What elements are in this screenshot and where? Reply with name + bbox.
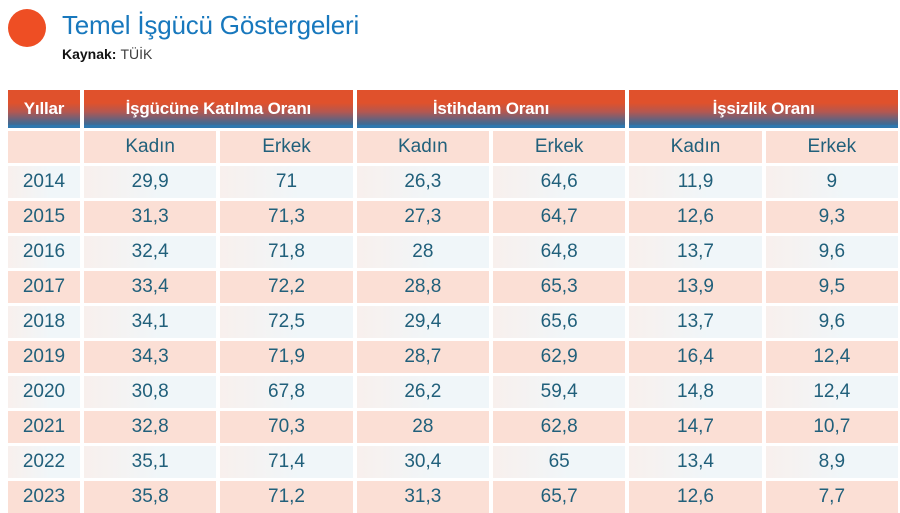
- value-cell: 67,8: [220, 376, 353, 408]
- value-cell: 28: [356, 411, 489, 443]
- value-cell: 28,7: [356, 341, 489, 373]
- year-cell: 2023: [8, 481, 80, 513]
- value-cell: 72,2: [220, 271, 353, 303]
- year-cell: 2021: [8, 411, 80, 443]
- value-cell: 8,9: [765, 446, 898, 478]
- value-cell: 31,3: [84, 201, 217, 233]
- value-cell: 9,6: [765, 306, 898, 338]
- value-cell: 13,9: [629, 271, 762, 303]
- group-header-labor-participation: İşgücüne Katılma Oranı: [84, 90, 353, 128]
- value-cell: 71,2: [220, 481, 353, 513]
- value-cell: 71,3: [220, 201, 353, 233]
- value-cell: 12,6: [629, 481, 762, 513]
- subheader-cell: Erkek: [220, 131, 353, 163]
- value-cell: 71,9: [220, 341, 353, 373]
- value-cell: 71,4: [220, 446, 353, 478]
- value-cell: 70,3: [220, 411, 353, 443]
- value-cell: 72,5: [220, 306, 353, 338]
- value-cell: 9,6: [765, 236, 898, 268]
- year-cell: 2020: [8, 376, 80, 408]
- value-cell: 26,3: [356, 166, 489, 198]
- value-cell: 64,8: [492, 236, 626, 268]
- subheader-cell: Kadın: [629, 131, 762, 163]
- value-cell: 31,3: [356, 481, 489, 513]
- subheader-cell: Erkek: [492, 131, 626, 163]
- group-header-employment: İstihdam Oranı: [356, 90, 626, 128]
- value-cell: 13,7: [629, 236, 762, 268]
- value-cell: 35,1: [84, 446, 217, 478]
- value-cell: 29,4: [356, 306, 489, 338]
- column-header-years: Yıllar: [8, 90, 80, 128]
- value-cell: 27,3: [356, 201, 489, 233]
- value-cell: 62,9: [492, 341, 626, 373]
- year-cell: 2016: [8, 236, 80, 268]
- value-cell: 29,9: [84, 166, 217, 198]
- source-line: Kaynak: TÜİK: [62, 46, 152, 62]
- page-title: Temel İşgücü Göstergeleri: [62, 10, 360, 40]
- subheader-cell: Kadın: [84, 131, 217, 163]
- value-cell: 12,6: [629, 201, 762, 233]
- value-cell: 14,7: [629, 411, 762, 443]
- value-cell: 65,3: [492, 271, 626, 303]
- year-cell: 2015: [8, 201, 80, 233]
- year-cell: 2022: [8, 446, 80, 478]
- value-cell: 13,7: [629, 306, 762, 338]
- subheader-cell: Erkek: [765, 131, 898, 163]
- value-cell: 35,8: [84, 481, 217, 513]
- value-cell: 13,4: [629, 446, 762, 478]
- value-cell: 12,4: [765, 376, 898, 408]
- value-cell: 65: [492, 446, 626, 478]
- bullet-circle-icon: [8, 9, 46, 47]
- value-cell: 14,8: [629, 376, 762, 408]
- value-cell: 65,7: [492, 481, 626, 513]
- value-cell: 9,3: [765, 201, 898, 233]
- value-cell: 28: [356, 236, 489, 268]
- value-cell: 30,8: [84, 376, 217, 408]
- value-cell: 9: [765, 166, 898, 198]
- value-cell: 10,7: [765, 411, 898, 443]
- indicators-table: Yıllar İşgücüne Katılma Oranı İstihdam O…: [8, 90, 898, 513]
- value-cell: 59,4: [492, 376, 626, 408]
- value-cell: 32,8: [84, 411, 217, 443]
- value-cell: 26,2: [356, 376, 489, 408]
- value-cell: 7,7: [765, 481, 898, 513]
- value-cell: 64,6: [492, 166, 626, 198]
- subheader-cell: Kadın: [356, 131, 489, 163]
- value-cell: 34,1: [84, 306, 217, 338]
- page-header: Temel İşgücü Göstergeleri Kaynak: TÜİK: [0, 0, 900, 84]
- value-cell: 34,3: [84, 341, 217, 373]
- source-value: TÜİK: [120, 46, 153, 62]
- value-cell: 71,8: [220, 236, 353, 268]
- year-cell: 2014: [8, 166, 80, 198]
- value-cell: 62,8: [492, 411, 626, 443]
- value-cell: 11,9: [629, 166, 762, 198]
- source-label: Kaynak:: [62, 46, 117, 62]
- value-cell: 12,4: [765, 341, 898, 373]
- group-header-unemployment: İşsizlik Oranı: [629, 90, 898, 128]
- subheader-empty-cell: [8, 131, 80, 163]
- value-cell: 32,4: [84, 236, 217, 268]
- year-cell: 2018: [8, 306, 80, 338]
- value-cell: 30,4: [356, 446, 489, 478]
- year-cell: 2019: [8, 341, 80, 373]
- year-cell: 2017: [8, 271, 80, 303]
- value-cell: 71: [220, 166, 353, 198]
- value-cell: 33,4: [84, 271, 217, 303]
- value-cell: 28,8: [356, 271, 489, 303]
- value-cell: 64,7: [492, 201, 626, 233]
- value-cell: 16,4: [629, 341, 762, 373]
- value-cell: 9,5: [765, 271, 898, 303]
- value-cell: 65,6: [492, 306, 626, 338]
